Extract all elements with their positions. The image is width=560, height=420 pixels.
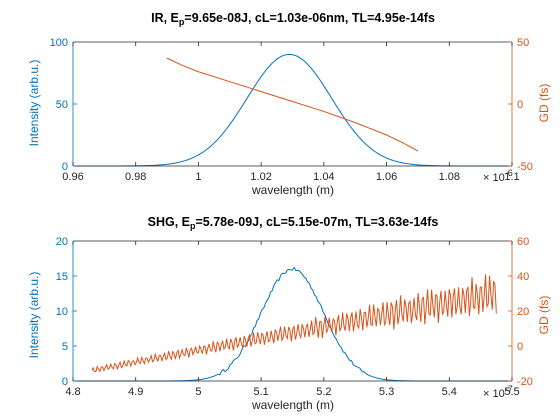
shg-left-tick-label: 15	[56, 271, 68, 283]
ir-right-axis-label: GD (fs)	[537, 84, 551, 123]
shg-x-exponent: × 10-7	[483, 384, 513, 400]
shg-x-tick-label: 5.5	[504, 386, 519, 398]
ir-x-tick-label: 1.08	[439, 171, 460, 183]
shg-x-tick-label: 5.2	[316, 386, 331, 398]
ir-x-tick-label: 1.02	[250, 171, 271, 183]
shg-left-tick-label: 0	[62, 376, 68, 388]
shg-group-delay-line	[91, 274, 497, 373]
shg-right-tick-label: 40	[517, 271, 529, 283]
ir-x-axis-label: wavelength (m)	[251, 183, 334, 197]
ir-x-tick-label: 1	[195, 171, 201, 183]
shg-right-tick-label: 20	[517, 306, 529, 318]
ir-right-tick-label: -50	[517, 161, 533, 173]
shg-x-tick-label: 5.4	[442, 386, 457, 398]
shg-spectrum-plot: SHG, Ep=5.78e-09J, cL=5.15e-07m, TL=3.63…	[27, 215, 551, 412]
ir-right-tick-label: 0	[517, 99, 523, 111]
ir-left-tick-label: 100	[50, 37, 68, 49]
ir-left-tick-label: 0	[62, 161, 68, 173]
ir-x-tick-label: 1.06	[376, 171, 397, 183]
ir-plot-title: IR, Ep=9.65e-08J, cL=1.03e-06nm, TL=4.95…	[151, 11, 435, 27]
shg-right-axis-label: GD (fs)	[537, 296, 551, 335]
ir-group-delay-line	[166, 57, 419, 152]
shg-left-tick-label: 10	[56, 306, 68, 318]
shg-plot-title: SHG, Ep=5.78e-09J, cL=5.15e-07m, TL=3.63…	[148, 215, 439, 231]
shg-x-tick-label: 4.8	[65, 386, 80, 398]
ir-x-exponent: × 10-6	[483, 168, 513, 184]
shg-x-tick-label: 5.1	[253, 386, 268, 398]
shg-right-tick-label: 60	[517, 236, 529, 248]
shg-x-tick-label: 5.3	[379, 386, 394, 398]
ir-x-tick-label: 1.04	[313, 171, 334, 183]
ir-x-tick-label: 0.98	[125, 171, 146, 183]
ir-right-tick-label: 50	[517, 37, 529, 49]
shg-left-tick-label: 20	[56, 236, 68, 248]
ir-x-tick-label: 0.96	[62, 171, 83, 183]
shg-left-tick-label: 5	[62, 341, 68, 353]
shg-x-tick-label: 5	[195, 386, 201, 398]
ir-left-tick-label: 50	[56, 99, 68, 111]
shg-left-axis-label: Intensity (arb.u.)	[27, 272, 41, 359]
shg-right-tick-label: 0	[517, 341, 523, 353]
ir-left-axis-label: Intensity (arb.u.)	[27, 60, 41, 147]
shg-right-tick-label: -20	[517, 376, 533, 388]
shg-x-axis-label: wavelength (m)	[251, 398, 334, 412]
ir-x-tick-label: 1.1	[504, 171, 519, 183]
shg-x-tick-label: 4.9	[128, 386, 143, 398]
ir-spectrum-plot: IR, Ep=9.65e-08J, cL=1.03e-06nm, TL=4.95…	[27, 11, 551, 197]
